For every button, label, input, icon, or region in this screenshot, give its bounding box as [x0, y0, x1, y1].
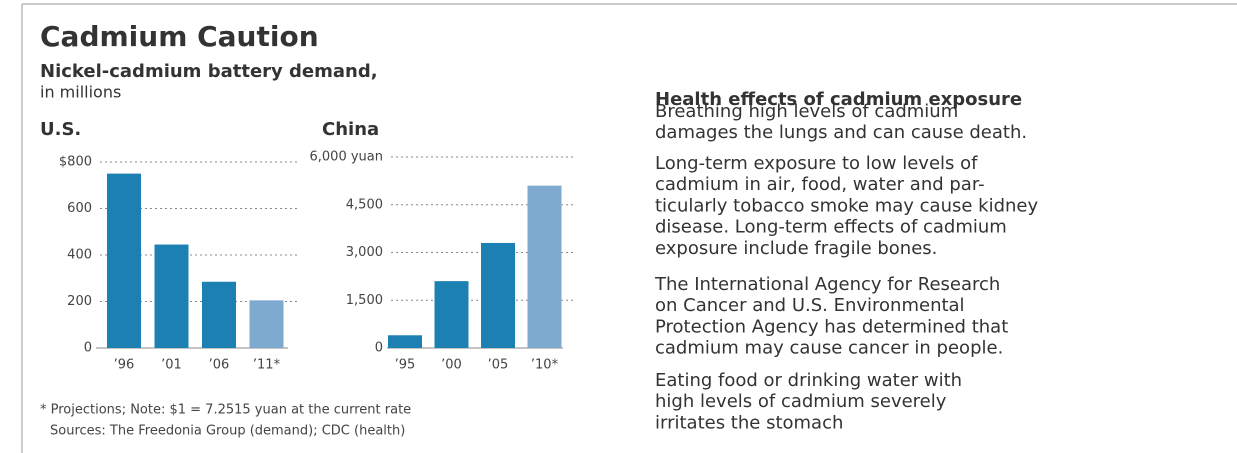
chart-title: China [322, 119, 379, 140]
health-text: Protection Agency has determined that [655, 316, 1008, 337]
health-text: ticularly tobacco smoke may cause kidney [655, 195, 1039, 216]
footnote: Sources: The Freedonia Group (demand); C… [50, 424, 405, 439]
health-text: high levels of cadmium severely [655, 391, 947, 412]
health-text: Eating food or drinking water with [655, 370, 962, 391]
x-tick-label: ’95 [395, 358, 416, 373]
y-tick-label: 0 [375, 341, 383, 356]
subtitle: Nickel-cadmium battery demand, [40, 61, 378, 82]
y-tick-label: 200 [67, 294, 92, 309]
bar [249, 300, 284, 348]
health-title: Health effects of cadmium exposure [655, 89, 1022, 110]
y-tick-label: 1,500 [346, 293, 383, 308]
x-tick-label: ’10* [531, 358, 559, 373]
health-text: Breathing high levels of cadmium [655, 101, 958, 122]
x-tick-label: ’11* [253, 358, 281, 373]
bar [388, 335, 422, 348]
x-tick-label: ’05 [488, 358, 509, 373]
title: Cadmium Caution [40, 20, 319, 53]
health-text: cadmium in air, food, water and par- [655, 174, 985, 195]
bar [481, 242, 515, 348]
health-text: The International Agency for Research [654, 274, 1000, 295]
x-tick-label: ’00 [441, 358, 462, 373]
y-tick-label: 6,000 yuan [310, 150, 384, 165]
bar [202, 281, 236, 348]
bar [434, 281, 469, 348]
y-tick-label: 400 [67, 248, 92, 263]
footnote: * Projections; Note: $1 = 7.2515 yuan at… [40, 403, 411, 418]
health-text: irritates the stomach [655, 412, 843, 433]
health-text: exposure include fragile bones. [655, 238, 937, 259]
bar [527, 185, 562, 348]
y-tick-label: 3,000 [346, 245, 383, 260]
chart-title: U.S. [40, 119, 81, 140]
y-tick-label: 600 [67, 201, 92, 216]
x-tick-label: ’06 [209, 358, 230, 373]
units: in millions [40, 83, 121, 102]
health-text: disease. Long-term effects of cadmium [655, 217, 1007, 238]
x-tick-label: ’01 [161, 358, 182, 373]
health-text: on Cancer and U.S. Environmental [655, 295, 965, 316]
health-text: cadmium may cause cancer in people. [655, 338, 1003, 359]
health-text: damages the lungs and can cause death. [655, 122, 1027, 143]
bar [107, 173, 141, 348]
health-text: Long-term exposure to low levels of [655, 153, 978, 174]
y-tick-label: 4,500 [346, 197, 383, 212]
y-tick-label: $800 [59, 155, 92, 170]
y-tick-label: 0 [84, 341, 92, 356]
bar [154, 244, 189, 348]
x-tick-label: ’96 [114, 358, 135, 373]
